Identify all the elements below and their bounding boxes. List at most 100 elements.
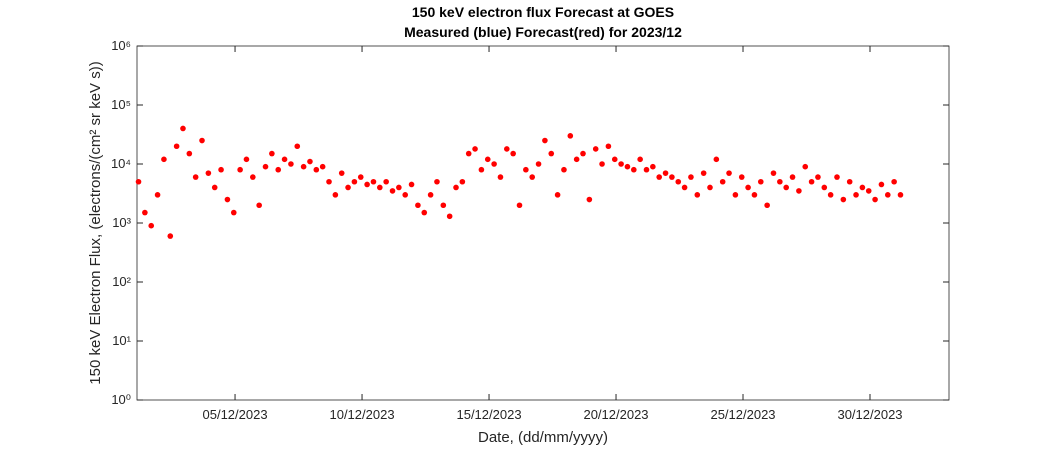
point <box>719 178 726 185</box>
point <box>529 174 536 180</box>
point <box>694 192 701 198</box>
point <box>383 178 389 185</box>
point <box>224 196 231 203</box>
point <box>586 196 593 203</box>
point <box>796 188 802 194</box>
y-tick-label: 10⁶ <box>111 38 131 53</box>
point <box>643 166 650 173</box>
point <box>294 143 301 150</box>
point <box>173 143 180 150</box>
point <box>656 174 662 180</box>
point <box>135 178 142 185</box>
point <box>243 156 250 163</box>
point <box>491 161 497 167</box>
point <box>161 156 167 163</box>
point <box>789 174 796 180</box>
point <box>834 174 840 180</box>
point <box>440 202 447 209</box>
x-tick-label: 05/12/2023 <box>203 407 268 422</box>
point <box>605 143 612 150</box>
point <box>262 163 269 170</box>
x-tick-label: 30/12/2023 <box>837 407 902 422</box>
chart-title: 150 keV electron flux Forecast at GOES <box>412 4 674 20</box>
y-tick-label: 10⁰ <box>111 392 131 407</box>
point <box>891 178 897 185</box>
y-tick-label: 10⁴ <box>111 156 131 171</box>
point <box>618 161 624 167</box>
point <box>554 192 561 198</box>
x-tick-label: 25/12/2023 <box>710 407 775 422</box>
point <box>700 170 707 176</box>
point <box>669 174 675 180</box>
point <box>167 233 174 239</box>
point <box>821 184 828 191</box>
point <box>459 178 466 185</box>
y-tick-label: 10⁵ <box>111 97 131 112</box>
point <box>815 174 821 180</box>
point <box>872 196 878 203</box>
point <box>504 146 510 152</box>
y-tick-label: 10¹ <box>112 333 131 348</box>
point <box>446 213 453 220</box>
point <box>726 170 732 176</box>
point <box>478 166 485 173</box>
point <box>357 174 364 180</box>
point <box>846 178 853 185</box>
point <box>897 192 904 198</box>
point <box>484 156 491 163</box>
point <box>599 161 605 167</box>
point <box>421 209 428 216</box>
y-tick-label: 10³ <box>112 215 131 230</box>
point <box>465 150 472 157</box>
point <box>192 174 199 180</box>
point <box>631 166 637 173</box>
point <box>802 163 809 170</box>
point <box>402 192 409 198</box>
point <box>180 125 186 132</box>
point <box>142 209 148 216</box>
point <box>345 184 351 191</box>
point <box>269 150 275 157</box>
point <box>542 137 548 144</box>
point <box>535 161 542 167</box>
point <box>364 181 370 188</box>
point <box>275 166 282 173</box>
point <box>250 174 256 180</box>
point <box>377 184 383 191</box>
point <box>580 150 586 157</box>
point <box>738 174 745 180</box>
point <box>783 184 789 191</box>
point <box>757 178 764 185</box>
point <box>211 184 218 191</box>
point <box>351 178 358 185</box>
point <box>453 184 459 191</box>
point <box>237 166 243 173</box>
point <box>567 133 574 139</box>
point <box>688 174 694 180</box>
point <box>859 184 866 191</box>
point <box>637 156 643 163</box>
point <box>230 209 237 216</box>
point <box>313 166 320 173</box>
y-axis-label: 150 keV Electron Flux, (electrons/(cm² s… <box>87 61 104 384</box>
point <box>611 156 618 163</box>
point <box>745 184 751 191</box>
point <box>300 163 307 170</box>
point <box>662 170 669 176</box>
x-axis-label: Date, (dd/mm/yyyy) <box>478 429 608 446</box>
point <box>186 150 193 157</box>
point <box>548 150 555 157</box>
point <box>808 178 815 185</box>
point <box>561 166 567 173</box>
point <box>681 184 688 191</box>
point <box>205 170 212 176</box>
point <box>827 192 834 198</box>
chart-subtitle: Measured (blue) Forecast(red) for 2023/1… <box>404 24 682 40</box>
point <box>878 181 885 188</box>
point <box>777 178 783 185</box>
point <box>573 156 580 163</box>
point <box>396 184 402 191</box>
point <box>732 192 739 198</box>
point <box>332 192 339 198</box>
point <box>884 192 891 198</box>
